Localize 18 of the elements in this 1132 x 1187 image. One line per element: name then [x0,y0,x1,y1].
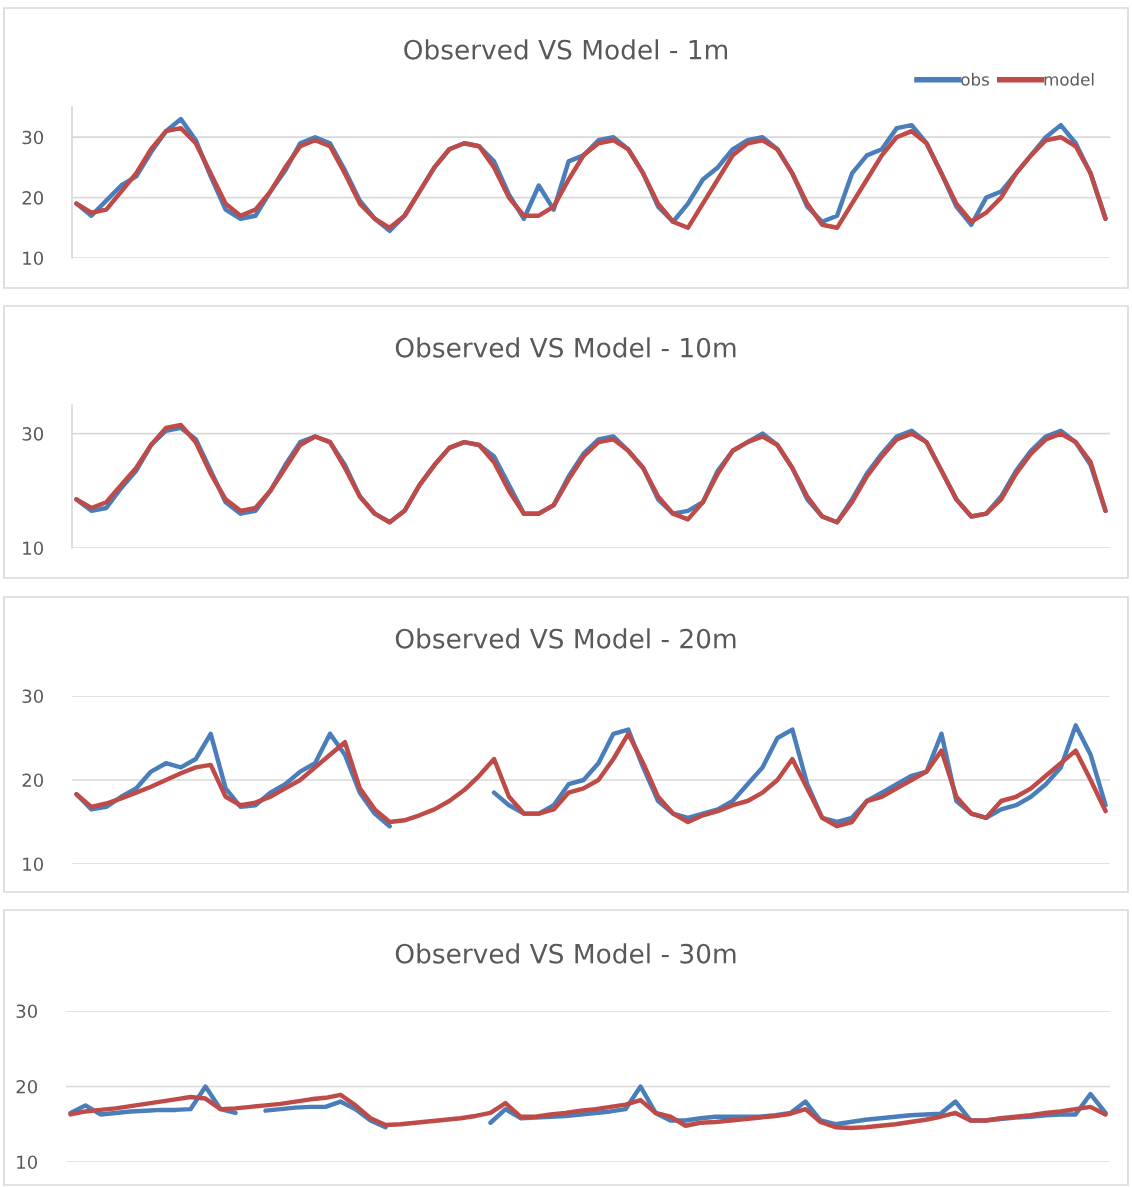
chart-title: Observed VS Model - 20m [395,628,736,649]
y-tick-label: 20 [22,773,44,788]
chart-title: Observed VS Model - 10m [395,337,736,358]
y-tick-label: 10 [23,541,44,556]
y-tick-label: 10 [23,251,44,266]
chart-title: Observed VS Model - 1m [404,39,728,60]
chart-title: Observed VS Model - 30m [395,943,736,964]
y-tick-label: 30 [16,1004,38,1019]
y-tick-label: 10 [23,857,44,872]
y-tick-label: 20 [22,191,44,205]
y-tick-label: 30 [22,130,44,145]
legend-label: model [1044,72,1094,86]
y-tick-label: 10 [17,1155,38,1170]
y-tick-label: 30 [22,689,44,704]
y-tick-label: 20 [16,1079,38,1094]
legend-label: obs [961,72,989,86]
line-series [68,1092,1108,1131]
y-tick-label: 30 [22,427,44,441]
